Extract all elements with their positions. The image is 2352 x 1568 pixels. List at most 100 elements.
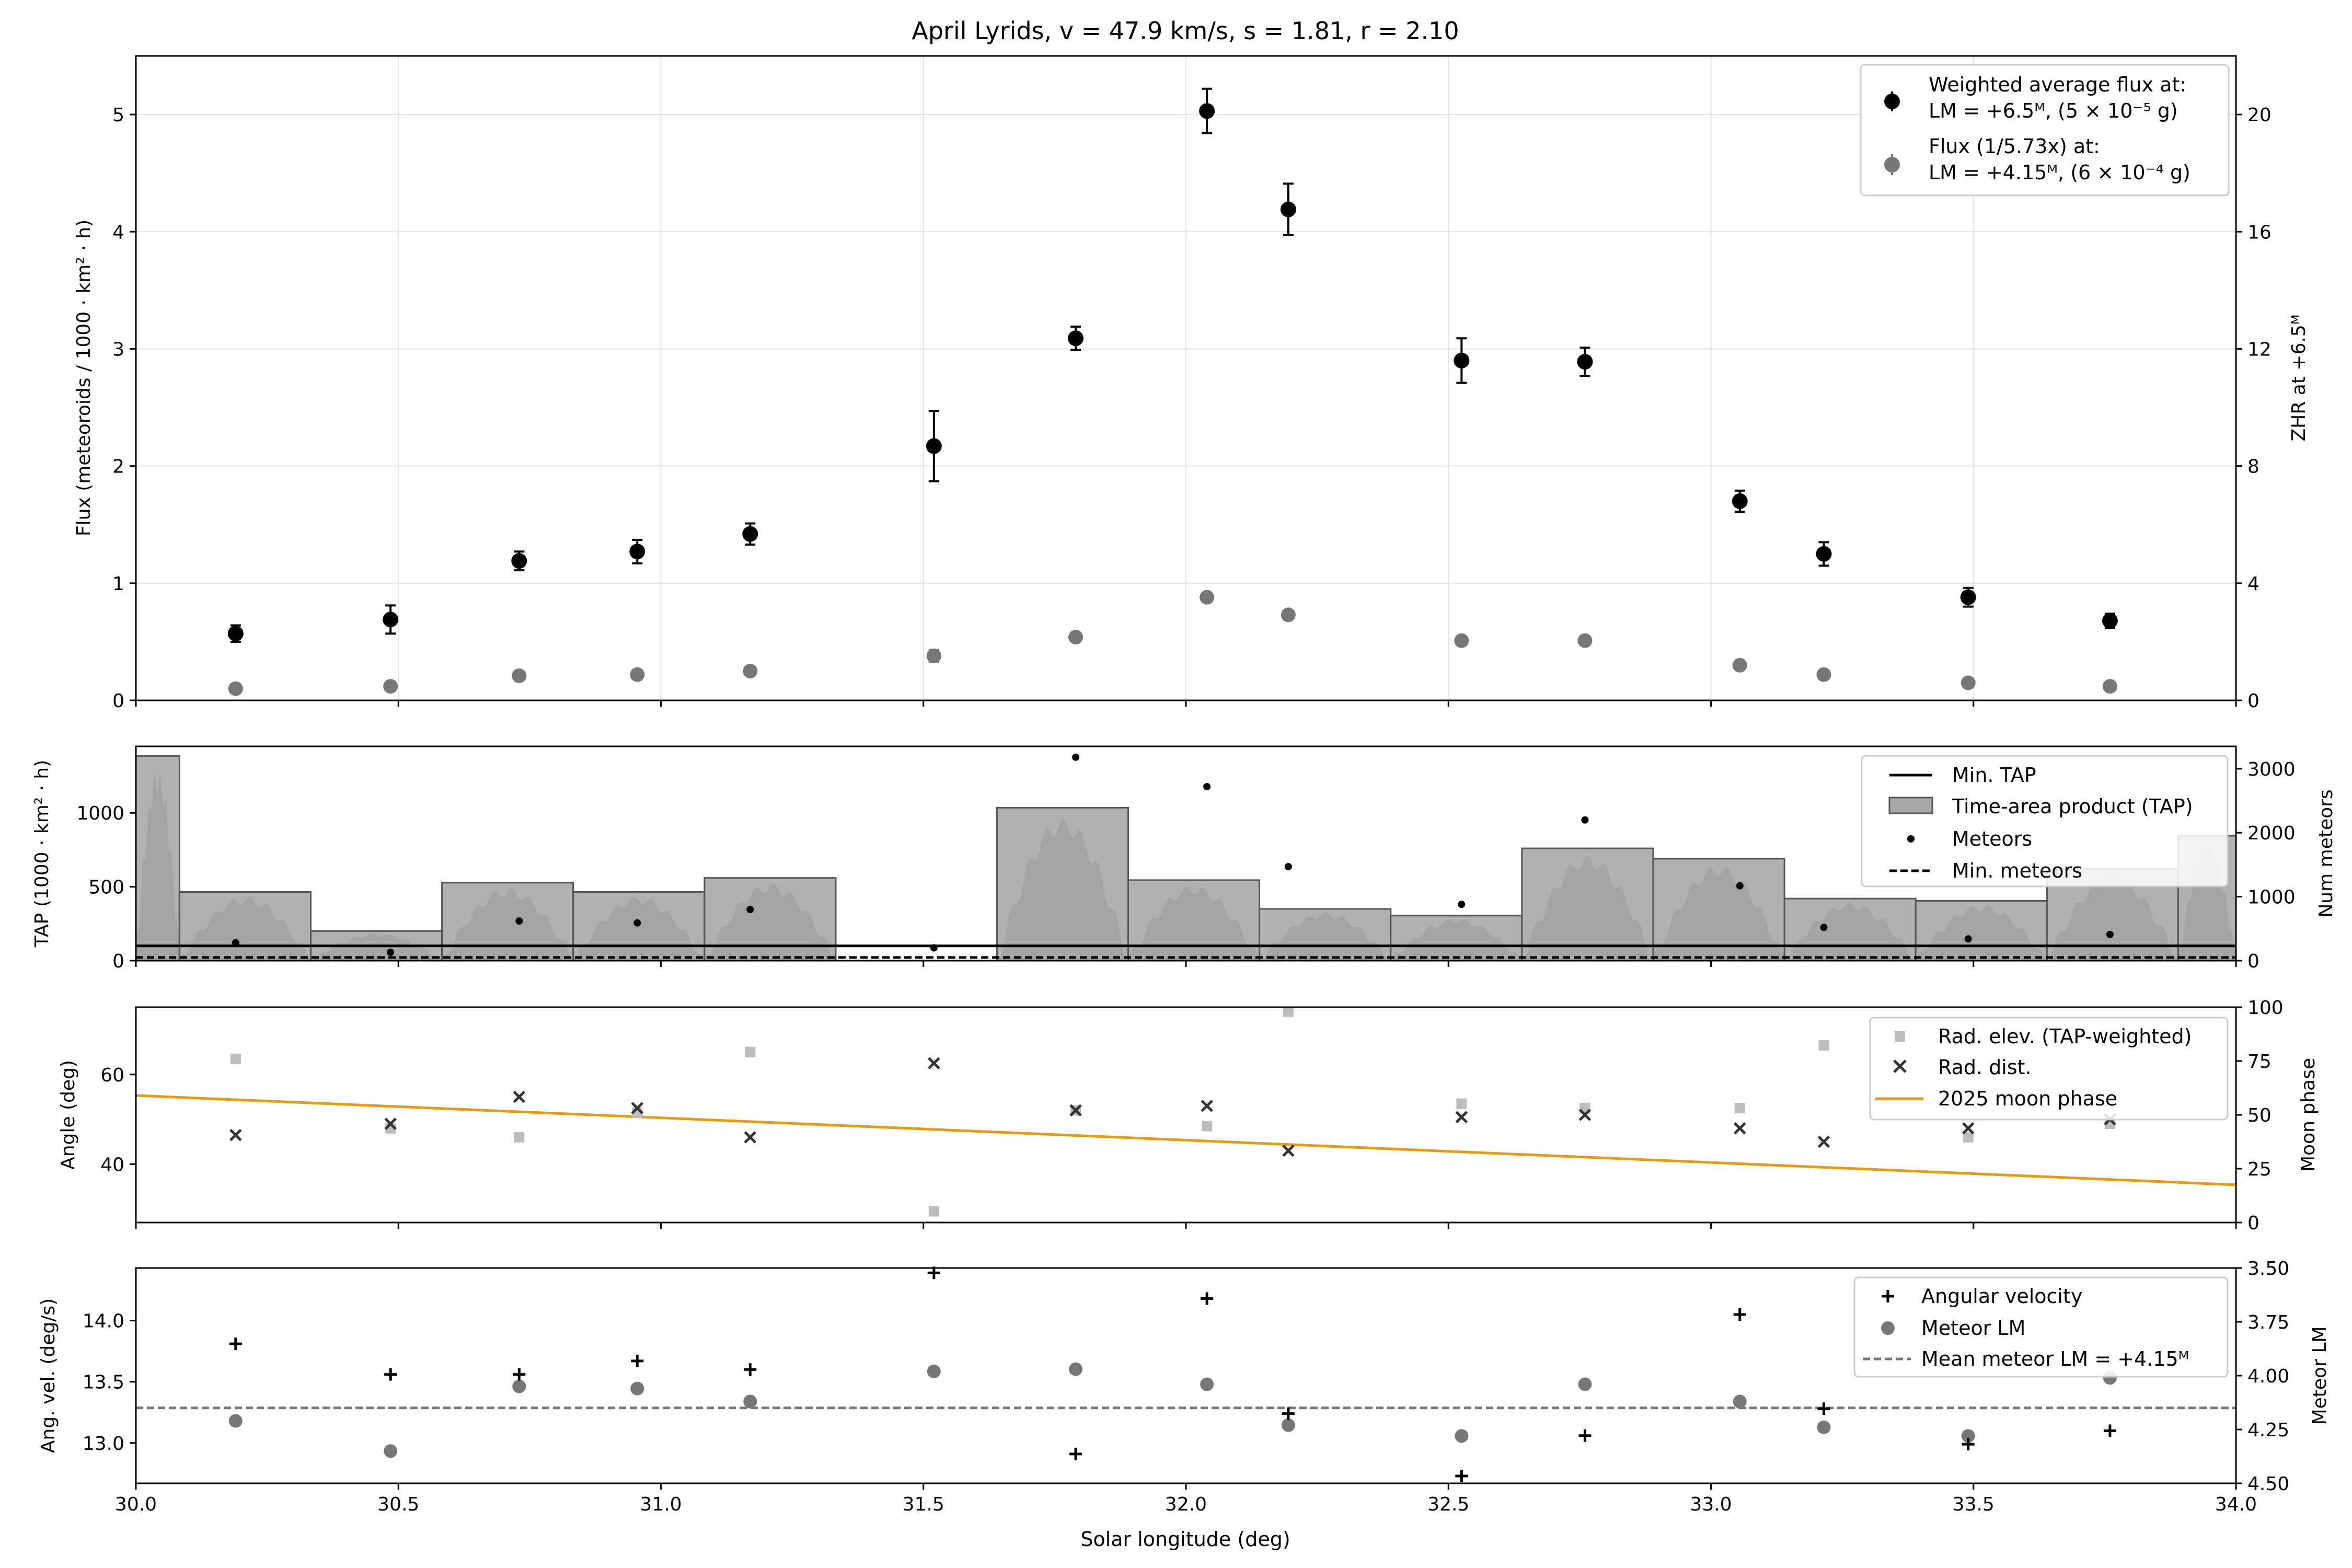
meteor-lm-point	[1455, 1429, 1469, 1443]
rad-dist-point	[513, 1090, 526, 1103]
flux-point	[742, 526, 758, 542]
flux-point	[1732, 493, 1748, 509]
y2-tick-label: 0	[2247, 690, 2259, 712]
rad-elev-point	[1734, 1103, 1745, 1114]
angular-velocity-point	[1069, 1447, 1082, 1460]
y2-tick-label: 1000	[2247, 887, 2296, 908]
flux-scaled-point	[383, 679, 398, 694]
rad-dist-point	[744, 1131, 757, 1144]
flux-point	[2102, 613, 2118, 629]
rad-dist-point	[631, 1102, 644, 1114]
rad-dist-point	[1817, 1135, 1830, 1148]
rad-dist-point	[1282, 1144, 1295, 1157]
y2-tick-label: 4.50	[2247, 1473, 2289, 1495]
legend-flux2-line2: LM = +4.15ᴹ, (6 × 10⁻⁴ g)	[1929, 161, 2190, 184]
rad-dist-point	[1455, 1111, 1468, 1124]
tap-bar	[996, 806, 1129, 962]
x-tick-label: 34.0	[2215, 1494, 2257, 1515]
meteor-lm-point	[1281, 1418, 1295, 1432]
tap-legend: Min. TAP Time-area product (TAP) Meteors…	[1861, 755, 2229, 887]
y2-tick-label: 12	[2247, 339, 2272, 360]
meteor-lm-point	[1961, 1429, 1975, 1443]
angular-velocity-point	[1817, 1402, 1830, 1415]
meteor-count-point	[1736, 882, 1744, 890]
flux-ylabel: Flux (meteoroids / 1000 · km² · h)	[73, 220, 95, 536]
tap-bar	[441, 882, 574, 962]
rad-elev-point	[1202, 1121, 1213, 1132]
y2-tick-label: 8	[2247, 456, 2259, 478]
y-tick-label: 1	[112, 573, 124, 595]
y2-tick-label: 2000	[2247, 823, 2296, 844]
rad-elev-point	[745, 1046, 756, 1057]
flux-point	[227, 626, 244, 642]
angular-velocity-point	[384, 1368, 397, 1381]
meteor-count-point	[633, 919, 641, 927]
tap-bar	[572, 891, 706, 962]
legend-meteor-lm: Meteor LM	[1921, 1317, 2025, 1340]
angular-velocity-point	[631, 1354, 644, 1367]
flux-scaled-point	[1281, 607, 1296, 622]
y-tick-label: 500	[88, 877, 124, 898]
chart-title: April Lyrids, v = 47.9 km/s, s = 1.81, r…	[912, 17, 1459, 45]
flux-point	[383, 612, 399, 628]
meteor-lm-point	[384, 1444, 398, 1458]
tap-bar	[704, 877, 837, 962]
x-tick-label: 32.0	[1165, 1494, 1207, 1515]
meteor-lm-point	[1069, 1362, 1083, 1376]
angular-velocity-point	[2103, 1424, 2116, 1437]
tap-bar	[1259, 908, 1392, 962]
tap-bar	[1915, 900, 2048, 962]
legend-flux2-line1: Flux (1/5.73x) at:	[1929, 135, 2100, 158]
meteors-ylabel: Num meteors	[2315, 789, 2337, 917]
flux-scaled-point	[1068, 629, 1083, 644]
y2-tick-label: 100	[2247, 997, 2284, 1019]
tap-bar	[178, 891, 312, 962]
meteor-count-point	[746, 906, 754, 914]
flux-scaled-point	[228, 681, 243, 696]
rad-elev-point	[1963, 1132, 1974, 1143]
rad-elev-point	[1283, 1006, 1294, 1017]
flux-scaled-point	[743, 663, 758, 678]
angles-legend: Rad. elev. (TAP-weighted) Rad. dist. 202…	[1869, 1017, 2229, 1121]
flux-point	[511, 553, 527, 569]
meteor-lm-ylabel: Meteor LM	[2309, 1327, 2331, 1425]
y2-tick-label: 75	[2247, 1051, 2272, 1073]
meteor-lm-point	[1578, 1377, 1592, 1391]
flux-scaled-point	[1577, 633, 1593, 648]
flux-scaled-point	[2102, 679, 2117, 694]
y2-tick-label: 0	[2247, 1213, 2259, 1234]
moon-ylabel: Moon phase	[2298, 1058, 2319, 1172]
angvel-ylabel: Ang. vel. (deg/s)	[38, 1298, 59, 1453]
angles-panel: 40 60 0 25 50 75 100 Angle (deg) Moon phase Ra…	[57, 997, 2319, 1234]
flux-point	[629, 544, 645, 560]
rad-dist-point	[384, 1117, 397, 1130]
y2-tick-label: 25	[2247, 1159, 2272, 1180]
flux-scaled-point	[926, 648, 941, 663]
y-tick-label: 5	[112, 105, 124, 126]
rad-dist-point	[1578, 1109, 1592, 1121]
velocity-panel: 13.0 13.5 14.0 3.50 3.75 4.00 4.25 4.50 Ang. ve…	[38, 1258, 2331, 1495]
y-tick-label: 14.0	[83, 1311, 124, 1332]
angle-ylabel: Angle (deg)	[57, 1060, 79, 1170]
x-axis-label: Solar longitude (deg)	[1080, 1528, 1290, 1551]
y2-tick-label: 16	[2247, 222, 2272, 243]
y2-tick-label: 4.25	[2247, 1420, 2289, 1441]
angular-velocity-point	[1962, 1438, 1975, 1451]
legend-flux-line1: Weighted average flux at:	[1929, 73, 2186, 96]
meteor-count-point	[387, 949, 395, 956]
moon-phase-line	[135, 1094, 2236, 1186]
tap-bar	[1783, 897, 1917, 962]
zhr-ylabel: ZHR at +6.5ᴹ	[2288, 315, 2310, 442]
y2-tick-label: 3000	[2247, 759, 2296, 780]
meteor-count-point	[232, 939, 239, 947]
y2-tick-label: 3.50	[2247, 1258, 2289, 1279]
tap-ylabel: TAP (1000 · km² · h)	[31, 760, 53, 948]
angular-velocity-point	[1282, 1407, 1295, 1420]
y-tick-label: 13.0	[83, 1433, 124, 1455]
rad-elev-point	[928, 1206, 939, 1217]
flux-scaled-point	[1961, 675, 1976, 690]
meteor-count-point	[515, 917, 523, 925]
y2-tick-label: 3.75	[2247, 1312, 2289, 1333]
meteor-lm-point	[927, 1364, 941, 1378]
angular-velocity-point	[513, 1368, 526, 1381]
